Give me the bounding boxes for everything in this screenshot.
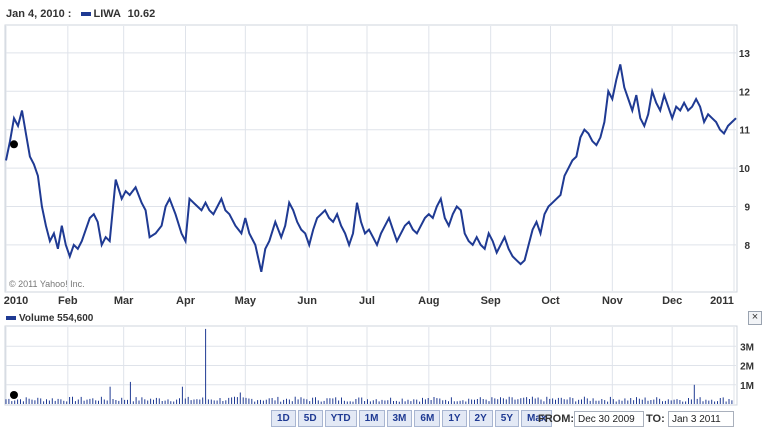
volume-swatch-icon xyxy=(6,316,16,321)
volume-bars xyxy=(5,328,733,404)
x-tick-label: Nov xyxy=(602,295,624,307)
to-date-input[interactable] xyxy=(668,411,734,427)
y-tick-label: 12 xyxy=(739,87,751,98)
range-button-6m[interactable]: 6M xyxy=(414,410,441,427)
header-date: Jan 4, 2010 : xyxy=(6,8,72,20)
volume-tick-label: 1M xyxy=(740,381,754,392)
price-series-line xyxy=(5,64,737,273)
volume-marker[interactable] xyxy=(9,391,18,399)
header-value: 10.62 xyxy=(127,8,156,20)
x-tick-label: 2010 xyxy=(4,295,28,307)
price-y-axis: 8 9 10 11 12 13 xyxy=(739,49,751,252)
copyright-text: © 2011 Yahoo! Inc. xyxy=(9,279,85,289)
y-tick-label: 8 xyxy=(744,241,750,252)
range-button-5y[interactable]: 5Y xyxy=(494,410,520,427)
range-button-1d[interactable]: 1D xyxy=(271,410,296,427)
volume-y-axis: 1M 2M 3M xyxy=(740,342,754,392)
volume-grid xyxy=(5,327,736,404)
x-tick-label: Dec xyxy=(662,295,682,307)
series-swatch-icon xyxy=(80,12,91,17)
volume-chart: 1M 2M 3M xyxy=(4,325,754,406)
price-grid xyxy=(5,26,736,291)
x-tick-label: 2011 xyxy=(710,295,734,307)
price-marker[interactable] xyxy=(9,140,18,149)
y-tick-label: 13 xyxy=(739,49,751,60)
price-plot-area xyxy=(4,24,738,293)
x-tick-label: Feb xyxy=(58,295,78,307)
range-button-5d[interactable]: 5D xyxy=(297,410,323,427)
range-selector: 1D 5D YTD 1M 3M 6M 1Y 2Y 5Y Max xyxy=(271,410,553,427)
range-button-1y[interactable]: 1Y xyxy=(442,410,467,427)
range-button-2y[interactable]: 2Y xyxy=(468,410,493,427)
range-button-ytd[interactable]: YTD xyxy=(324,410,357,427)
close-icon[interactable]: × xyxy=(748,311,762,325)
y-tick-label: 11 xyxy=(739,126,750,137)
x-tick-label: Aug xyxy=(418,295,439,307)
range-button-max[interactable]: Max xyxy=(521,410,553,427)
price-x-axis: 2010 Feb Mar Apr May Jun Jul Aug Sep Oct Nov Dec 201… xyxy=(4,295,734,307)
x-tick-label: Mar xyxy=(114,295,134,307)
range-button-3m[interactable]: 3M xyxy=(386,410,413,427)
x-tick-label: Oct xyxy=(541,295,560,307)
from-label: FROM: xyxy=(538,413,575,425)
x-tick-label: Sep xyxy=(481,295,501,307)
volume-tick-label: 2M xyxy=(740,362,754,373)
volume-tick-label: 3M xyxy=(740,342,754,353)
y-tick-label: 9 xyxy=(744,203,750,214)
from-date-input[interactable] xyxy=(574,411,644,427)
x-tick-label: Apr xyxy=(176,295,196,307)
to-label: TO: xyxy=(646,413,665,425)
x-tick-label: Jul xyxy=(359,295,375,307)
price-chart: 2010 Feb Mar Apr May Jun Jul Aug Sep Oct Nov Dec 201… xyxy=(4,24,751,307)
range-button-1m[interactable]: 1M xyxy=(358,410,385,427)
volume-header: Volume 554,600 xyxy=(6,313,93,324)
x-tick-label: Jun xyxy=(297,295,317,307)
y-tick-label: 10 xyxy=(739,164,751,175)
chart-header: Jan 4, 2010 : LIWA 10.62 xyxy=(6,8,155,20)
header-ticker: LIWA xyxy=(93,8,121,20)
volume-label: Volume xyxy=(19,313,55,324)
x-tick-label: May xyxy=(235,295,257,307)
volume-value: 554,600 xyxy=(57,313,94,324)
